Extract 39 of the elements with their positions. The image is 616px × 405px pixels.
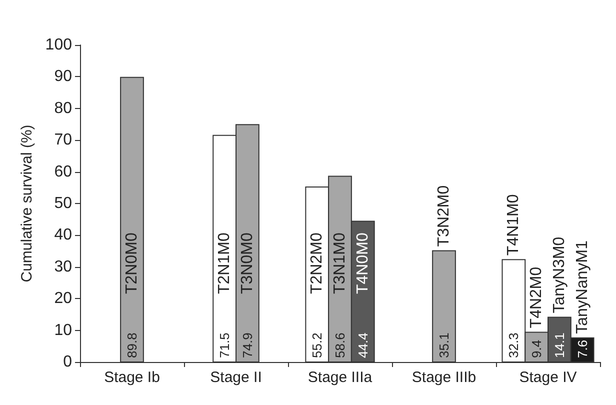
- x-tick-label: Stage IV: [519, 369, 577, 386]
- data-label: 14.1: [552, 332, 567, 358]
- x-tick-label: Stage Ib: [104, 369, 160, 386]
- data-label: 89.8: [124, 332, 140, 358]
- text: T3N2M0: [436, 185, 452, 247]
- y-tick-label: 40: [54, 226, 72, 244]
- text: T4N2M0: [528, 266, 546, 328]
- data-label: 9.4: [529, 340, 544, 358]
- x-tick-label: Stage IIIb: [412, 369, 476, 386]
- y-axis-title: Cumulative survival (%): [18, 124, 36, 282]
- y-tick-label: 10: [54, 322, 72, 339]
- y-tick-label: 60: [54, 163, 72, 180]
- x-tick-label: Stage II: [210, 369, 262, 386]
- y-tick-label: 100: [45, 36, 72, 54]
- y-tick-label: 70: [54, 132, 72, 149]
- data-label: 58.6: [332, 332, 348, 358]
- series-label: T4N0M0: [354, 232, 372, 294]
- series-label: T3N1M0: [332, 232, 348, 294]
- series-label: T2N0M0: [124, 232, 140, 294]
- series-label: T2N2M0: [308, 232, 326, 294]
- y-tick-label: 50: [54, 195, 72, 212]
- y-tick-label: 80: [54, 100, 72, 117]
- data-label: 44.4: [355, 332, 370, 358]
- y-tick-label: 20: [54, 290, 72, 308]
- x-tick-label: Stage IIIa: [308, 369, 373, 386]
- data-label: 7.6: [574, 340, 590, 358]
- y-tick-label: 0: [63, 354, 72, 370]
- y-tick-label: 90: [54, 68, 72, 86]
- data-label: 35.1: [436, 332, 452, 358]
- data-label: 55.2: [310, 332, 325, 358]
- text: TanyNanyM1: [574, 240, 591, 334]
- series-label: T3N0M0: [238, 232, 256, 294]
- series-label: T2N1M0: [216, 232, 234, 294]
- text: TanyN3M0: [550, 236, 568, 314]
- data-label: 71.5: [217, 332, 232, 358]
- data-label: 74.9: [240, 332, 255, 358]
- y-tick-label: 30: [54, 258, 72, 276]
- text: T4N1M0: [505, 194, 522, 256]
- data-label: 32.3: [506, 332, 522, 358]
